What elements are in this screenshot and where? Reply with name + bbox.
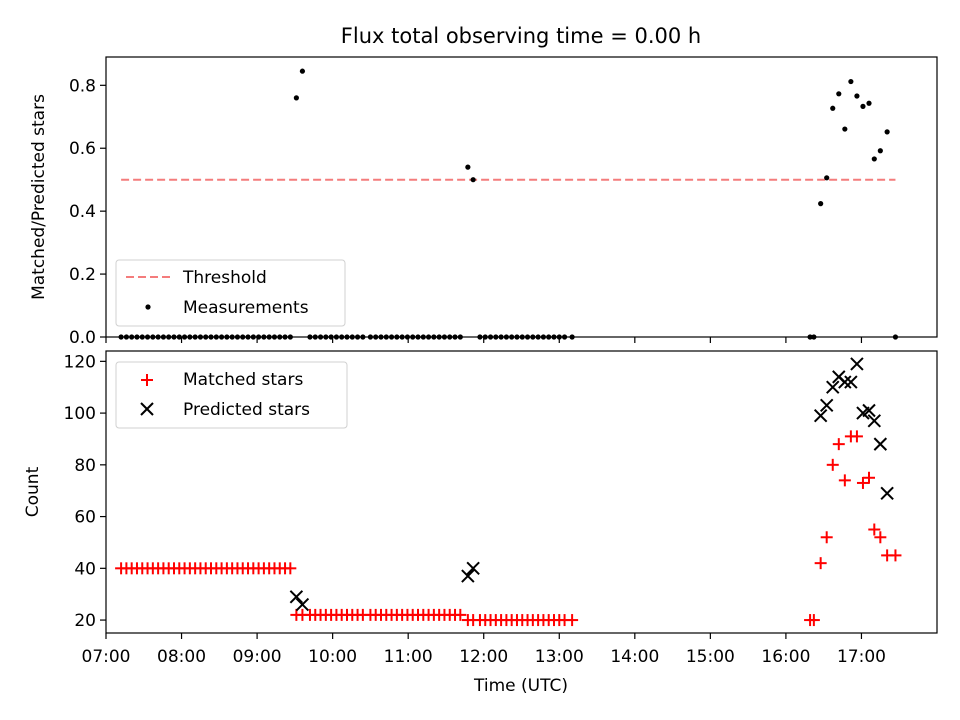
matched-star-point <box>566 614 579 627</box>
measurement-point <box>836 91 842 97</box>
measurement-point <box>830 105 836 111</box>
matched-star-point <box>874 531 887 544</box>
chart-title: Flux total observing time = 0.00 h <box>341 24 701 48</box>
matched-legend-swatch <box>141 374 153 386</box>
measurement-point <box>470 177 476 183</box>
count-axes-frame <box>105 350 938 634</box>
matched-star-point <box>856 476 869 489</box>
matched-star-point <box>868 523 881 536</box>
ratio-y-tick-label: 0.2 <box>69 265 96 285</box>
predicted-star-point <box>813 408 828 423</box>
count-x-tick-label: 14:00 <box>610 647 659 667</box>
measurements-legend-swatch <box>145 304 151 310</box>
matched-star-point <box>826 458 839 471</box>
predicted-star-point <box>844 375 858 389</box>
matched-star-point <box>454 608 467 621</box>
matched-star-point <box>863 471 876 484</box>
count-plot-area <box>115 357 902 627</box>
count-x-tick-label: 16:00 <box>761 647 810 667</box>
predicted-star-point <box>289 590 304 604</box>
measurement-point <box>293 95 299 101</box>
measurement-point <box>884 129 890 135</box>
count-legend: Matched stars Predicted stars <box>115 361 348 429</box>
measurement-point <box>299 68 306 74</box>
measurement-point <box>824 175 830 181</box>
ratio-y-tick-label: 0.0 <box>69 328 96 348</box>
predicted-star-point <box>867 414 882 428</box>
matched-star-point <box>807 614 820 627</box>
ratio-y-tick-label: 0.4 <box>69 202 96 222</box>
count-x-tick-label: 09:00 <box>233 647 282 667</box>
predicted-star-point <box>873 437 888 451</box>
measurement-point <box>877 148 883 154</box>
matched-star-point <box>838 474 851 487</box>
count-x-tick-label: 12:00 <box>459 647 508 667</box>
predicted-star-point <box>880 486 894 501</box>
measurement-point <box>860 103 866 109</box>
ratio-legend-box <box>115 259 346 327</box>
count-x-tick-label: 11:00 <box>384 647 433 667</box>
count-x-tick-label: 15:00 <box>686 647 735 667</box>
count-legend-box <box>115 361 348 429</box>
matched-star-point <box>889 549 902 562</box>
predicted-star-point <box>862 403 876 418</box>
matched-star-point <box>284 562 297 575</box>
ratio-legend: Threshold Measurements <box>115 259 346 327</box>
count-y-tick-label: 20 <box>74 611 96 631</box>
count-y-axis-label: Count <box>23 466 43 517</box>
measurement-point <box>465 164 471 170</box>
measurement-point <box>866 100 872 106</box>
count-y-tick-label: 120 <box>64 352 96 372</box>
matched-legend-label: Matched stars <box>183 370 303 390</box>
ratio-panel: 0.00.20.40.60.8 Matched/Predicted stars … <box>29 56 938 348</box>
predicted-star-point <box>838 375 852 389</box>
ratio-y-axis: 0.0 0.2 0.4 0.6 0.8 <box>69 76 106 348</box>
count-x-tick-label: 10:00 <box>308 647 357 667</box>
matched-star-point <box>832 438 845 451</box>
predicted-legend-label: Predicted stars <box>183 400 310 420</box>
count-x-axis-label: Time (UTC) <box>473 676 568 696</box>
matched-star-point <box>850 430 863 443</box>
count-x-tick-label: 07:00 <box>82 647 131 667</box>
predicted-star-point <box>295 597 310 612</box>
count-panel: 20 40 60 80 100 120 07:00 08:00 09:00 10:00 11:00… <box>23 350 938 696</box>
count-y-tick-label: 80 <box>74 456 96 476</box>
count-y-axis: 20 40 60 80 100 120 <box>64 352 106 631</box>
measurements-legend-label: Measurements <box>183 298 309 318</box>
measurement-point <box>848 78 854 85</box>
ratio-axes-frame <box>105 56 938 338</box>
count-x-tick-label: 08:00 <box>157 647 206 667</box>
count-x-tick-label: 17:00 <box>837 647 886 667</box>
measurement-point <box>842 126 848 132</box>
count-x-tick-label: 13:00 <box>535 647 584 667</box>
predicted-star-point <box>466 561 480 576</box>
count-y-tick-label: 60 <box>74 508 96 528</box>
matched-star-point <box>814 557 827 570</box>
measurement-point <box>871 156 877 162</box>
measurement-point <box>818 201 824 207</box>
measurement-point <box>854 93 860 99</box>
count-x-axis: 07:00 08:00 09:00 10:00 11:00 12:00 13:00 14:00… <box>82 633 886 667</box>
threshold-legend-label: Threshold <box>182 268 267 288</box>
ratio-y-tick-label: 0.8 <box>69 76 96 96</box>
predicted-legend-swatch <box>140 402 154 416</box>
matched-star-point <box>820 531 833 544</box>
ratio-y-tick-label: 0.6 <box>69 139 96 159</box>
ratio-y-axis-label: Matched/Predicted stars <box>29 94 49 300</box>
predicted-star-point <box>826 380 840 394</box>
count-y-tick-label: 40 <box>74 559 96 579</box>
predicted-star-point <box>850 357 864 371</box>
count-y-tick-label: 100 <box>64 404 96 424</box>
predicted-star-point <box>461 569 475 583</box>
predicted-star-point <box>819 398 834 413</box>
